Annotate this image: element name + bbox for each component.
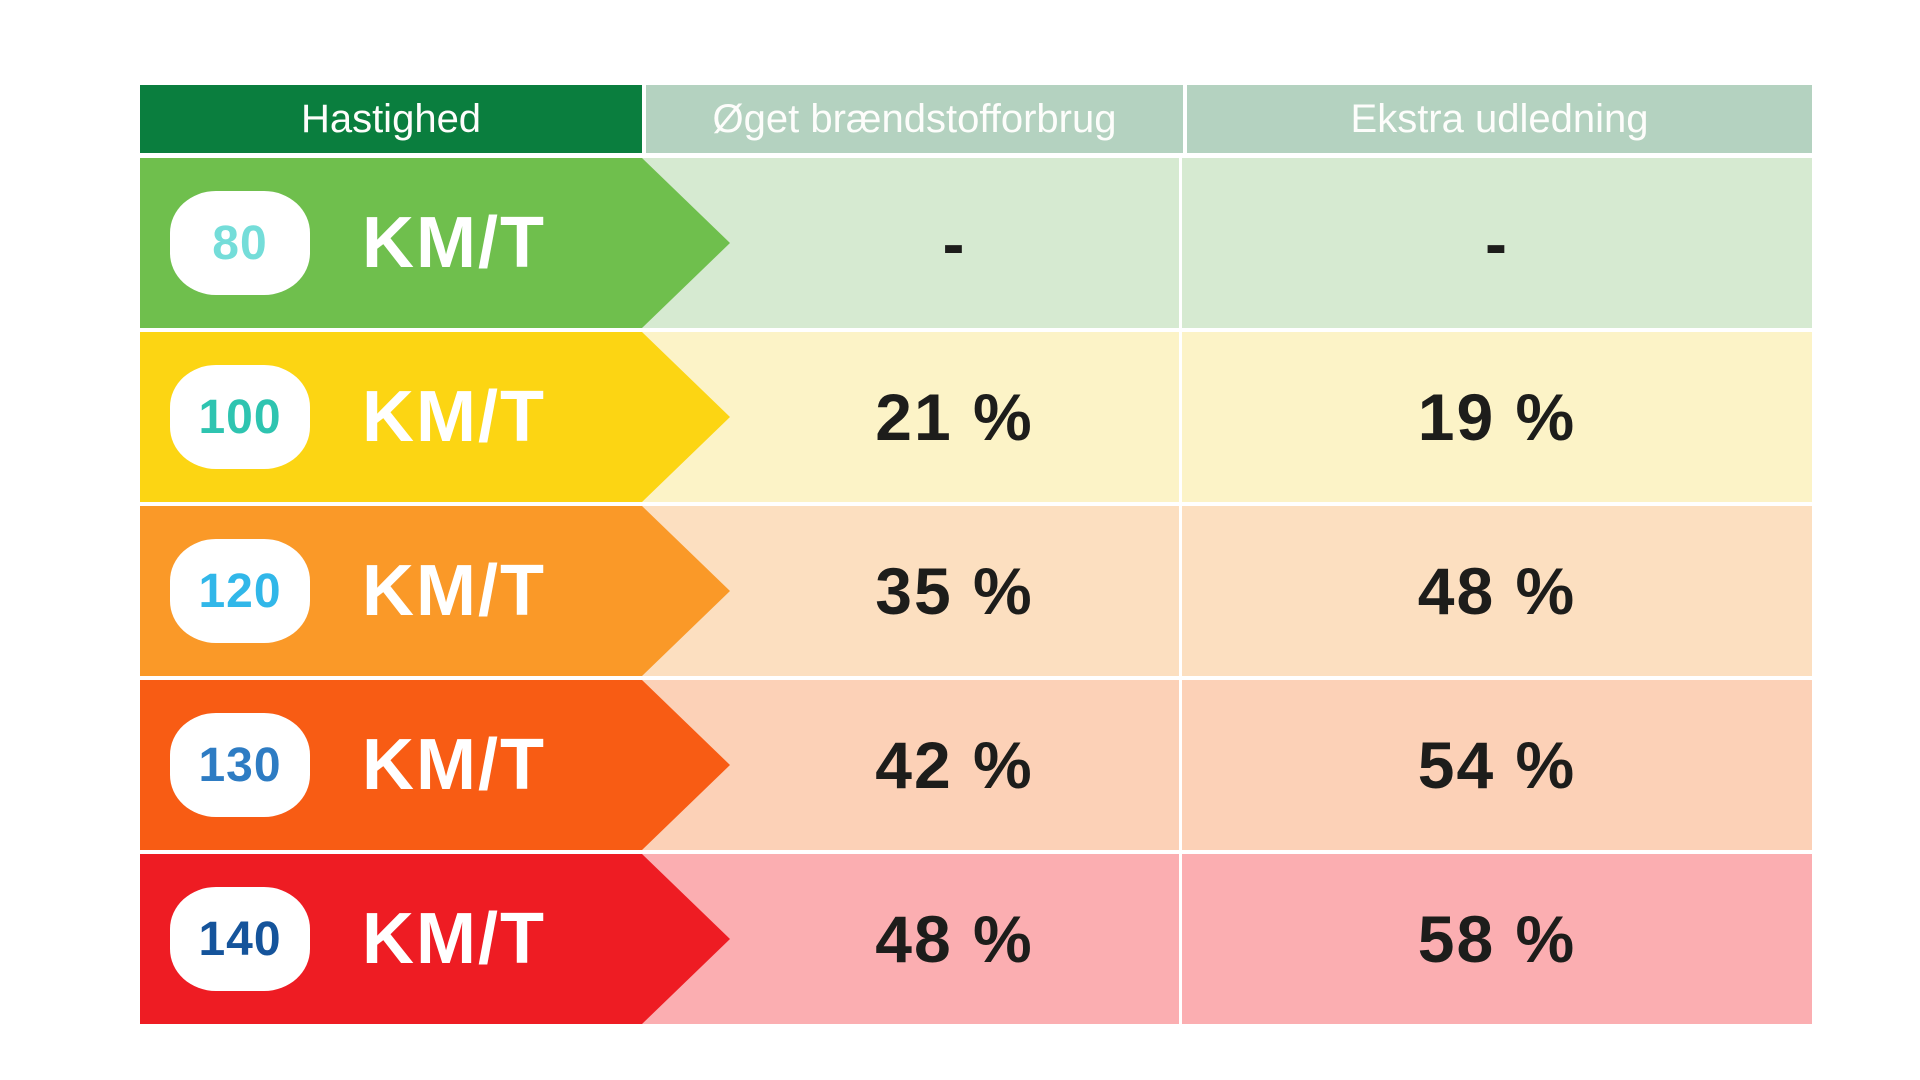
fuel-value: 48 % [875, 902, 1034, 976]
header-ekstra-udledning: Ekstra udledning [1187, 85, 1812, 153]
speed-badge: 120 [170, 539, 310, 643]
fuel-cell: - [642, 158, 1179, 328]
speed-number: 100 [198, 390, 282, 444]
arrow-right-icon [642, 854, 730, 1024]
emission-cell: - [1182, 158, 1812, 328]
emission-cell: 48 % [1182, 506, 1812, 676]
fuel-cell: 42 % [642, 680, 1179, 850]
fuel-value: 35 % [875, 554, 1034, 628]
emission-value: 48 % [1417, 554, 1577, 628]
kmt-label: KM/T [362, 899, 546, 979]
row-140-cells: 48 % 58 % [642, 854, 1812, 1024]
row-100-cells: 21 % 19 % [642, 332, 1812, 502]
speed-badge: 140 [170, 887, 310, 991]
speed-number: 140 [198, 912, 282, 966]
header-fuel-label: Øget brændstofforbrug [712, 96, 1117, 141]
speed-badge: 100 [170, 365, 310, 469]
kmt-label: KM/T [362, 551, 546, 631]
emission-value: 19 % [1417, 380, 1577, 454]
emission-cell: 54 % [1182, 680, 1812, 850]
emission-value: 54 % [1417, 728, 1577, 802]
fuel-cell: 48 % [642, 854, 1179, 1024]
arrow-right-icon [642, 506, 730, 676]
row-130-cells: 42 % 54 % [642, 680, 1812, 850]
header-oget-braendstofforbrug: Øget brændstofforbrug [646, 85, 1183, 153]
emission-cell: 19 % [1182, 332, 1812, 502]
fuel-value: - [942, 206, 967, 280]
speed-number: 80 [212, 216, 268, 270]
row-120-cells: 35 % 48 % [642, 506, 1812, 676]
kmt-label: KM/T [362, 725, 546, 805]
header-hastighed-label: Hastighed [300, 96, 482, 141]
arrow-right-icon [642, 680, 730, 850]
speed-band: 120 KM/T [140, 506, 642, 676]
speed-number: 130 [198, 738, 282, 792]
kmt-label: KM/T [362, 203, 546, 283]
speed-band: 100 KM/T [140, 332, 642, 502]
speed-badge: 80 [170, 191, 310, 295]
header-emission-label: Ekstra udledning [1350, 96, 1649, 141]
table-header-row: Hastighed Øget brændstofforbrug Ekstra u… [140, 85, 1812, 153]
fuel-cell: 35 % [642, 506, 1179, 676]
table-row-100: 21 % 19 % 100 KM/T [140, 332, 1812, 502]
emission-cell: 58 % [1182, 854, 1812, 1024]
table-row-140: 48 % 58 % 140 KM/T [140, 854, 1812, 1024]
arrow-right-icon [642, 332, 730, 502]
fuel-value: 42 % [875, 728, 1034, 802]
emission-value: 58 % [1417, 902, 1577, 976]
table-row-120: 35 % 48 % 120 KM/T [140, 506, 1812, 676]
table-row-80: - - 80 KM/T [140, 158, 1812, 328]
speed-band: 80 KM/T [140, 158, 642, 328]
speed-band: 140 KM/T [140, 854, 642, 1024]
fuel-cell: 21 % [642, 332, 1179, 502]
speed-band: 130 KM/T [140, 680, 642, 850]
speed-badge: 130 [170, 713, 310, 817]
table-row-130: 42 % 54 % 130 KM/T [140, 680, 1812, 850]
speed-number: 120 [198, 564, 282, 618]
speed-consumption-table: Hastighed Øget brændstofforbrug Ekstra u… [140, 85, 1812, 1026]
kmt-label: KM/T [362, 377, 546, 457]
row-80-cells: - - [642, 158, 1812, 328]
emission-value: - [1485, 206, 1509, 280]
table-body: - - 80 KM/T 21 % 19 % [140, 158, 1812, 1024]
fuel-value: 21 % [875, 380, 1034, 454]
header-hastighed: Hastighed [140, 85, 642, 153]
arrow-right-icon [642, 158, 730, 328]
